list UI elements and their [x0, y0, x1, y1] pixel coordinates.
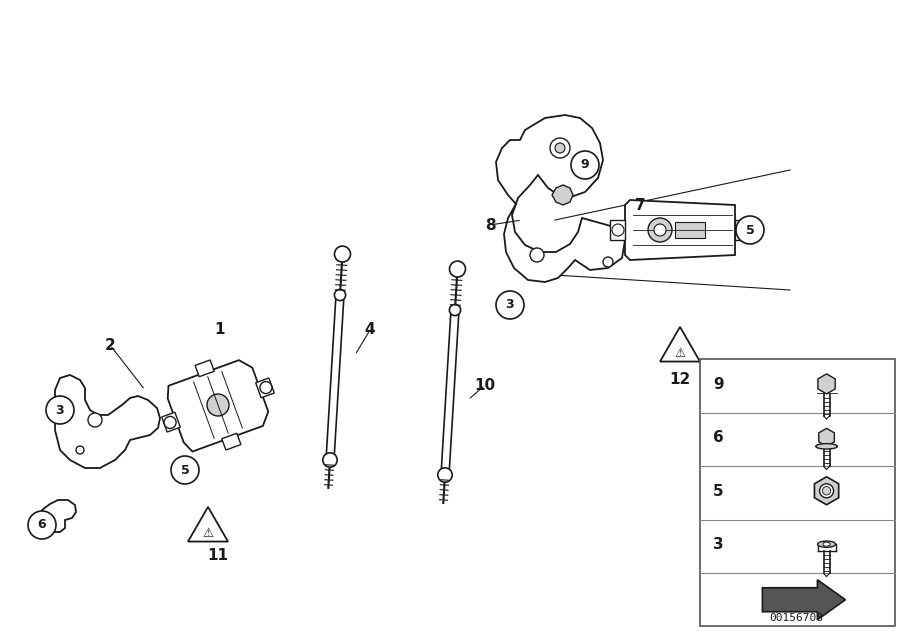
Text: 9: 9: [713, 377, 724, 392]
Circle shape: [76, 446, 84, 454]
Text: 9: 9: [580, 158, 590, 172]
Circle shape: [437, 468, 452, 482]
Text: 3: 3: [506, 298, 514, 312]
Polygon shape: [188, 507, 228, 541]
Polygon shape: [824, 542, 830, 546]
Polygon shape: [660, 327, 700, 361]
Circle shape: [496, 291, 524, 319]
Bar: [735, 220, 750, 240]
Circle shape: [736, 224, 748, 236]
Ellipse shape: [815, 444, 837, 449]
Circle shape: [335, 246, 350, 262]
Circle shape: [648, 218, 672, 242]
Polygon shape: [814, 477, 839, 505]
Text: 5: 5: [181, 464, 189, 476]
Circle shape: [88, 413, 102, 427]
Text: 00156708: 00156708: [770, 613, 824, 623]
Polygon shape: [221, 433, 241, 450]
Circle shape: [335, 289, 346, 301]
Circle shape: [823, 487, 831, 495]
Circle shape: [603, 257, 613, 267]
Circle shape: [449, 305, 461, 315]
Text: 3: 3: [713, 537, 724, 552]
Text: 12: 12: [670, 373, 690, 387]
Text: 5: 5: [745, 223, 754, 237]
Text: 3: 3: [56, 403, 64, 417]
Ellipse shape: [207, 394, 229, 416]
Circle shape: [449, 261, 465, 277]
Bar: [675, 222, 705, 238]
Circle shape: [654, 224, 666, 236]
Circle shape: [736, 216, 764, 244]
Text: 2: 2: [104, 338, 115, 352]
Text: 5: 5: [713, 483, 724, 499]
Circle shape: [820, 484, 833, 498]
Text: 6: 6: [713, 430, 724, 445]
Ellipse shape: [817, 541, 835, 548]
Circle shape: [164, 417, 176, 429]
Circle shape: [530, 248, 544, 262]
Polygon shape: [167, 360, 268, 452]
Text: 8: 8: [485, 218, 495, 233]
Circle shape: [46, 396, 74, 424]
Text: 6: 6: [38, 518, 46, 532]
Polygon shape: [496, 115, 625, 282]
Circle shape: [28, 511, 56, 539]
Bar: [610, 220, 625, 240]
Polygon shape: [818, 374, 835, 394]
Circle shape: [571, 151, 599, 179]
Circle shape: [550, 138, 570, 158]
Text: 1: 1: [215, 322, 225, 338]
Polygon shape: [762, 580, 845, 619]
Polygon shape: [42, 500, 76, 532]
Text: 7: 7: [634, 198, 645, 212]
Polygon shape: [256, 378, 274, 398]
Polygon shape: [162, 412, 180, 432]
Text: 4: 4: [364, 322, 375, 338]
Circle shape: [612, 224, 624, 236]
Circle shape: [171, 456, 199, 484]
Circle shape: [555, 143, 565, 153]
Polygon shape: [195, 360, 214, 377]
Polygon shape: [625, 200, 735, 260]
Circle shape: [260, 382, 272, 394]
Polygon shape: [55, 375, 160, 468]
Text: 11: 11: [208, 548, 229, 562]
Circle shape: [323, 453, 338, 467]
Bar: [700, 359, 895, 626]
Polygon shape: [552, 185, 573, 205]
Text: ⚠: ⚠: [202, 527, 213, 539]
Polygon shape: [819, 428, 834, 446]
Text: 10: 10: [474, 378, 496, 392]
Text: ⚠: ⚠: [674, 347, 686, 359]
